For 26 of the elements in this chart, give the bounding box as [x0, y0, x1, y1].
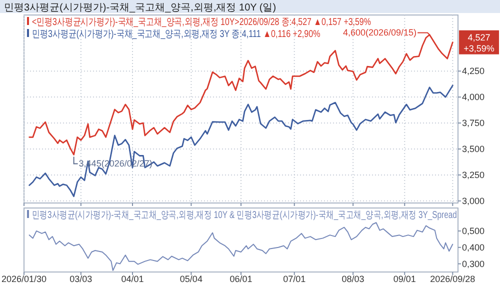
annotation: ▲0,116 +2,90%: [260, 28, 320, 40]
y-tick-label: 0,400: [462, 242, 485, 252]
y-tick-label: 4,000: [462, 92, 485, 102]
y-tick-label: 3,500: [462, 144, 485, 154]
y-tick-label: 0,500: [462, 226, 485, 236]
y-tick-label: 3,000: [462, 196, 485, 206]
legend-label: <민평3사평균시가평가)-국채_국고채_양곡,외평,재정 10Y>2026/09/28 종:4,527: [32, 16, 312, 28]
y-tick-label: 3,250: [462, 170, 485, 180]
legend-label: 민평3사평균(시가평가)-국채_국고채_양곡,외평,재정 3Y 종:4,111: [32, 28, 261, 40]
x-tick-label: 08/03: [342, 274, 364, 284]
x-tick-label: 09/01: [393, 274, 416, 284]
legend-label: 민평3사평균(시가평가)-국채_국고채_양곡,외평,재정 10Y & 민평3사평균(시가평가)-국채_국고채_양곡,외평,재정 3Y_Spread: [32, 209, 457, 220]
annotation: 4,527 +3,59%: [464, 32, 494, 54]
x-tick-label: 2026/01/30: [1, 274, 47, 284]
x-tick-label: 06/01: [230, 274, 252, 284]
chart-title: 민평3사평균(시가평가)-국채_국고채_양곡,외평,재정 10Y (일): [4, 2, 276, 14]
annotation: ▲0,157 +3,59%: [311, 16, 371, 28]
y-tick-label: 3,750: [462, 118, 485, 128]
x-tick-label: 03/03: [70, 274, 92, 284]
x-tick-label: 07/01: [283, 274, 306, 284]
x-tick-label: 04/01: [121, 274, 144, 284]
annotation: 4,600(2026/09/15): [342, 28, 417, 38]
x-tick-label: 2026/09/28: [430, 274, 476, 284]
x-tick-label: 05/04: [180, 274, 202, 284]
y-tick-label: 4,250: [462, 66, 485, 76]
y-tick-label: 0,300: [462, 258, 485, 269]
